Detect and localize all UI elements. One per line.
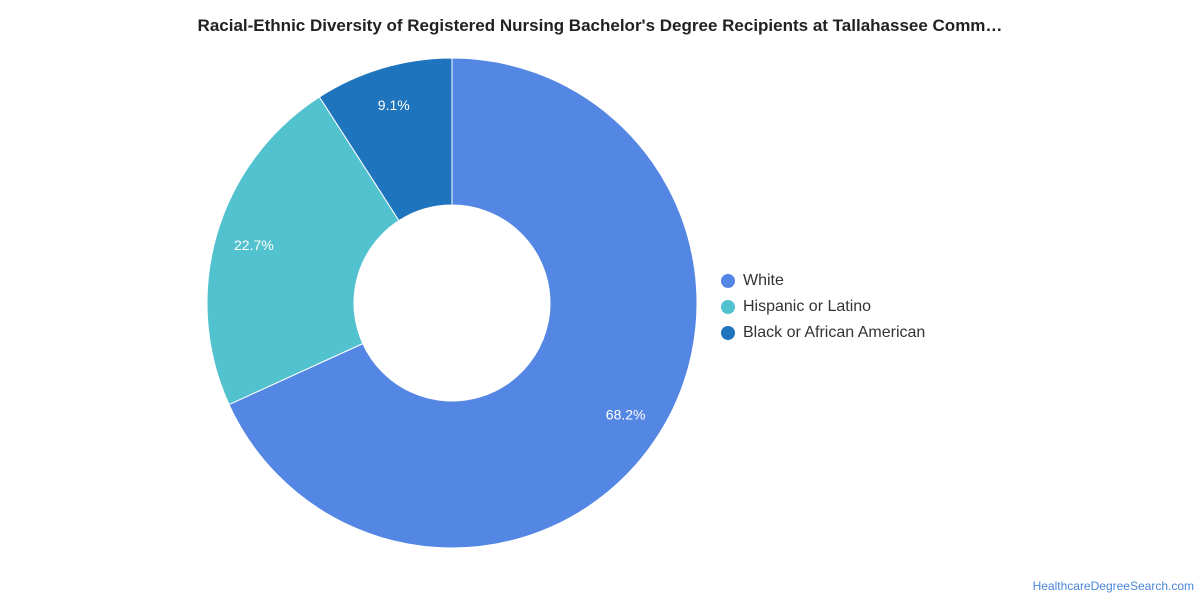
chart-legend: White Hispanic or Latino Black or African … [721, 268, 925, 346]
legend-label: Black or African American [743, 324, 926, 341]
legend-swatch [721, 326, 735, 340]
legend-item[interactable]: Hispanic or Latino [721, 294, 925, 320]
slice-label: 9.1% [378, 97, 410, 113]
legend-item[interactable]: White [721, 268, 925, 294]
legend-label: White [743, 272, 784, 289]
source-link[interactable]: HealthcareDegreeSearch.com [1032, 579, 1194, 593]
legend-swatch [721, 300, 735, 314]
slice-label: 22.7% [234, 237, 274, 253]
legend-label: Hispanic or Latino [743, 298, 872, 315]
legend-item[interactable]: Black or African American [721, 320, 925, 346]
slice-black-or-african-american[interactable] [318, 57, 453, 222]
chart-title: Racial-Ethnic Diversity of Registered Nu… [197, 16, 1003, 35]
legend-swatch [721, 274, 735, 288]
slice-label: 68.2% [606, 407, 646, 423]
slice-white[interactable] [228, 57, 698, 549]
slice-hispanic-or-latino[interactable] [206, 96, 400, 406]
